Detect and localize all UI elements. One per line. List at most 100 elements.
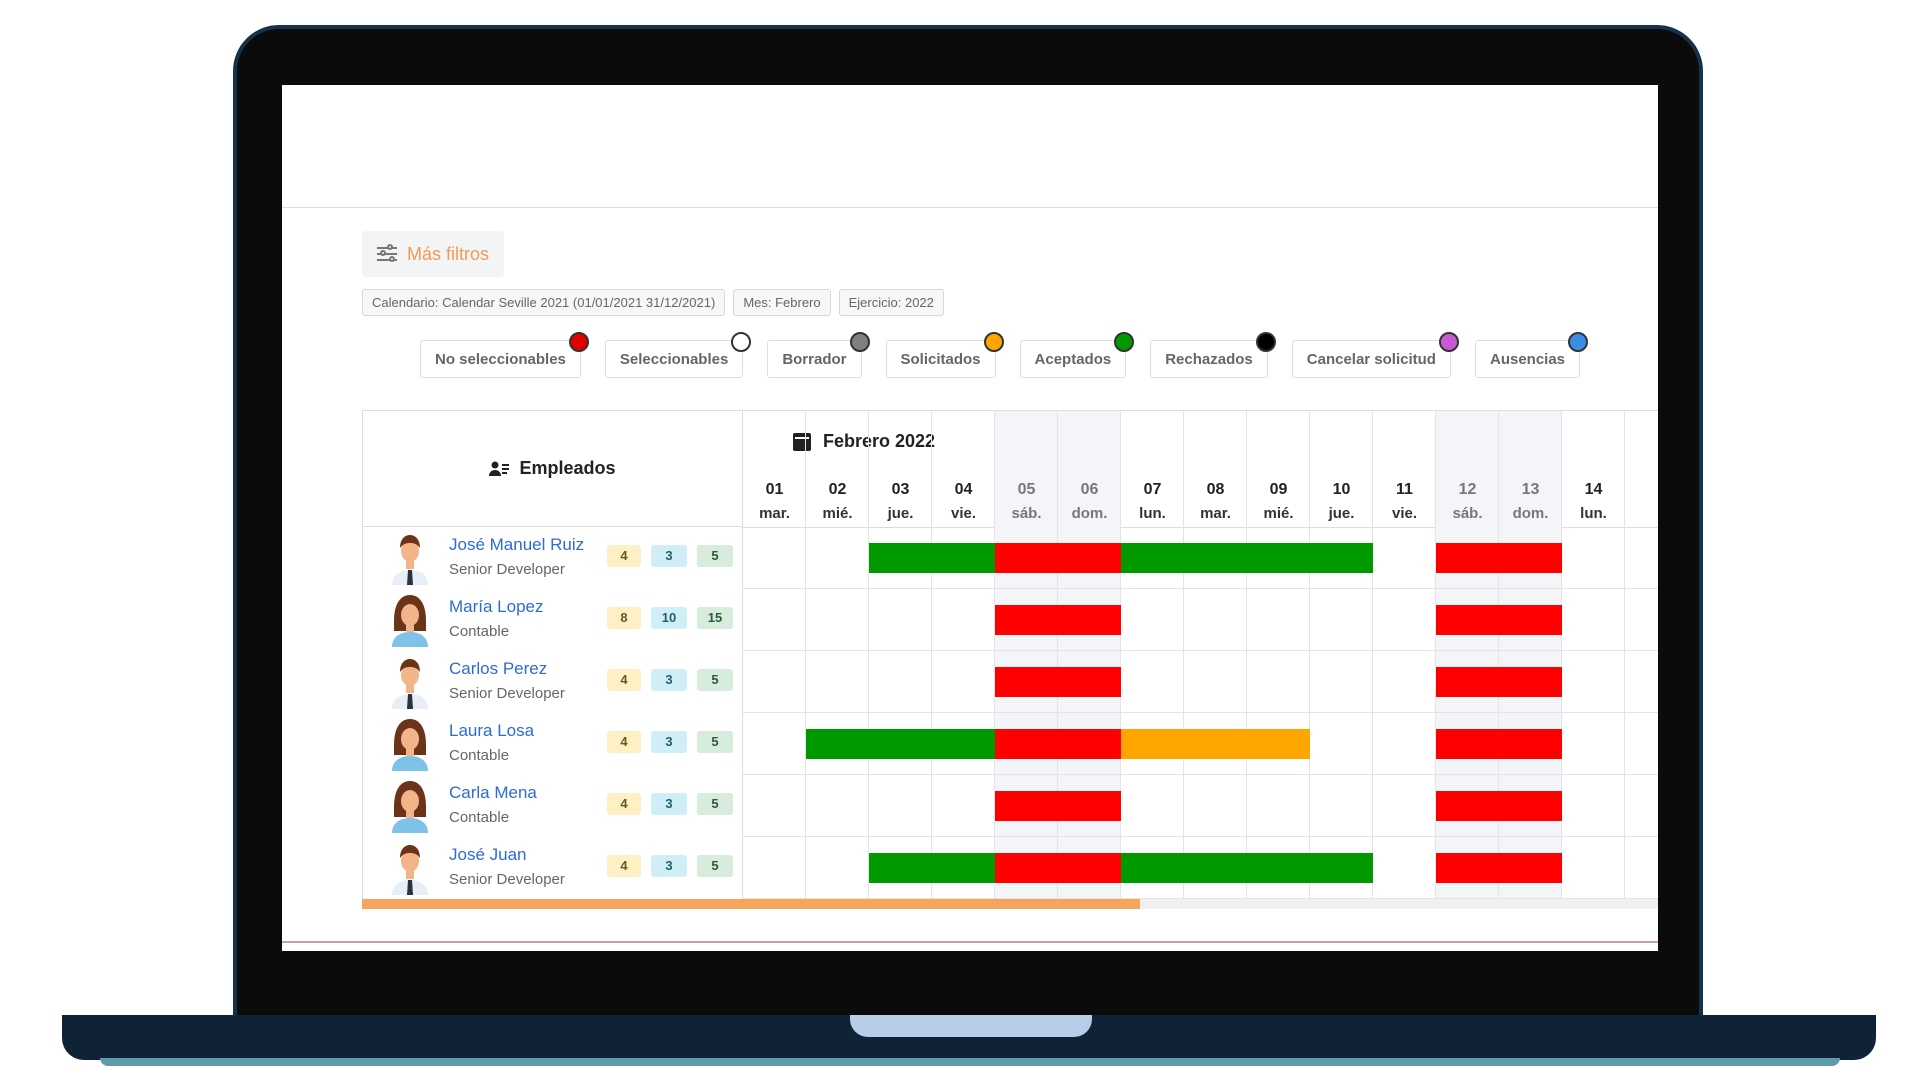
day-name: dom. (1071, 505, 1108, 522)
day-number: 03 (891, 481, 910, 498)
day-name: sáb. (1452, 505, 1483, 522)
day-count-badge: 3 (651, 545, 687, 567)
day-count-badge: 8 (607, 607, 641, 629)
employee-name-link[interactable]: José Juan (449, 845, 527, 864)
legend-item[interactable]: Cancelar solicitud (1291, 332, 1459, 378)
filter-chip-year[interactable]: Ejercicio: 2022 (838, 289, 944, 316)
avatar (389, 779, 431, 833)
active-filter-chips: Calendario: Calendar Seville 2021 (01/01… (362, 289, 944, 316)
legend-item[interactable]: Aceptados (1019, 332, 1135, 378)
employee-row: Laura Losa Contable 4 3 5 (363, 713, 1658, 775)
day-count-badge: 4 (607, 793, 641, 815)
day-number: 04 (954, 481, 973, 498)
absence-bar-green[interactable] (1121, 853, 1373, 883)
filter-chip-month[interactable]: Mes: Febrero (733, 289, 831, 316)
day-name: lun. (1580, 505, 1607, 522)
day-count-badge: 4 (607, 545, 641, 567)
absence-bar-red[interactable] (1436, 853, 1562, 883)
screen: Más filtros Calendario: Calendar Seville… (282, 85, 1658, 951)
day-name: mié. (1263, 505, 1294, 522)
employee-role: Senior Developer (449, 871, 565, 888)
more-filters-button[interactable]: Más filtros (362, 231, 505, 277)
legend-label: Rechazados (1165, 350, 1253, 368)
employee-name-link[interactable]: María Lopez (449, 597, 544, 616)
day-column: 10 jue. (1310, 411, 1373, 909)
day-count-badge: 3 (651, 669, 687, 691)
day-number: 10 (1332, 481, 1351, 498)
employee-cell: Laura Losa Contable 4 3 5 (363, 713, 743, 775)
absence-bar-red[interactable] (995, 667, 1121, 697)
day-name: jue. (887, 505, 914, 522)
legend-label: Ausencias (1489, 350, 1566, 368)
legend-item[interactable]: Seleccionables (604, 332, 752, 378)
day-count-badge: 4 (607, 669, 641, 691)
absence-bar-orange[interactable] (1121, 729, 1310, 759)
legend-item[interactable]: Borrador (767, 332, 870, 378)
day-number: 11 (1396, 481, 1413, 498)
month-header: Febrero 2022 (793, 431, 935, 452)
legend-item[interactable]: Solicitados (885, 332, 1004, 378)
day-number: 09 (1269, 481, 1288, 498)
day-number: 06 (1080, 481, 1099, 498)
absence-bar-green[interactable] (869, 853, 995, 883)
employee-cell: Carla Mena Contable 4 3 5 (363, 775, 743, 837)
top-bar (282, 85, 1658, 208)
absence-bar-red[interactable] (1436, 791, 1562, 821)
legend-item[interactable]: No seleccionables (420, 332, 589, 378)
absence-bar-green[interactable] (806, 729, 995, 759)
avatar (389, 531, 431, 585)
employee-row: Carla Mena Contable 4 3 5 (363, 775, 1658, 837)
employee-row: José Manuel Ruiz Senior Developer 4 3 5 (363, 527, 1658, 589)
employee-role: Contable (449, 747, 510, 764)
absence-bar-red[interactable] (995, 605, 1121, 635)
legend-item[interactable]: Ausencias (1474, 332, 1589, 378)
day-number: 07 (1143, 481, 1162, 498)
day-name: vie. (950, 505, 977, 522)
day-column: 01 mar. (743, 411, 806, 909)
legend-item[interactable]: Rechazados (1150, 332, 1276, 378)
employee-role: Contable (449, 809, 510, 826)
absence-bar-red[interactable] (1436, 729, 1562, 759)
filter-chip-calendar[interactable]: Calendario: Calendar Seville 2021 (01/01… (362, 289, 726, 316)
absence-bar-red[interactable] (995, 853, 1121, 883)
employee-name-link[interactable]: José Manuel Ruiz (449, 535, 585, 554)
employee-name-link[interactable]: Carla Mena (449, 783, 537, 802)
employee-cell: María Lopez Contable 8 10 15 (363, 589, 743, 651)
day-count-badge: 5 (697, 669, 733, 691)
day-count-badge: 5 (697, 545, 733, 567)
absence-bar-red[interactable] (1436, 605, 1562, 635)
day-count-badge: 5 (697, 793, 733, 815)
day-number: 02 (828, 481, 847, 498)
legend-label: Cancelar solicitud (1306, 350, 1436, 368)
employee-name-link[interactable]: Carlos Perez (449, 659, 548, 678)
status-dot-icon (849, 332, 870, 352)
day-number: 14 (1584, 481, 1603, 498)
absence-bar-red[interactable] (1436, 667, 1562, 697)
scrollbar-thumb[interactable] (362, 899, 1140, 909)
day-column: 14 lun. (1562, 411, 1625, 909)
absence-bar-red[interactable] (995, 729, 1121, 759)
day-name: mié. (822, 505, 853, 522)
absence-bar-green[interactable] (869, 543, 995, 573)
employee-name-link[interactable]: Laura Losa (449, 721, 535, 740)
day-name: mar. (759, 505, 790, 522)
employee-row: María Lopez Contable 8 10 15 (363, 589, 1658, 651)
day-number: 13 (1521, 481, 1540, 498)
day-count-badge: 10 (651, 607, 687, 629)
day-name: lun. (1139, 505, 1166, 522)
bottom-divider (282, 941, 1658, 943)
legend-label: Borrador (782, 350, 847, 368)
absence-bar-red[interactable] (1436, 543, 1562, 573)
absence-bar-green[interactable] (1121, 543, 1373, 573)
absence-bar-red[interactable] (995, 543, 1121, 573)
avatar (389, 841, 431, 895)
day-column: 04 vie. (932, 411, 995, 909)
employee-row: José Juan Senior Developer 4 3 5 (363, 837, 1658, 899)
absence-bar-red[interactable] (995, 791, 1121, 821)
day-name: jue. (1328, 505, 1355, 522)
employee-cell: José Juan Senior Developer 4 3 5 (363, 837, 743, 899)
avatar (389, 593, 431, 647)
day-column: 11 vie. (1373, 411, 1436, 909)
status-dot-icon (1438, 332, 1459, 352)
day-header-divider (743, 527, 1658, 528)
